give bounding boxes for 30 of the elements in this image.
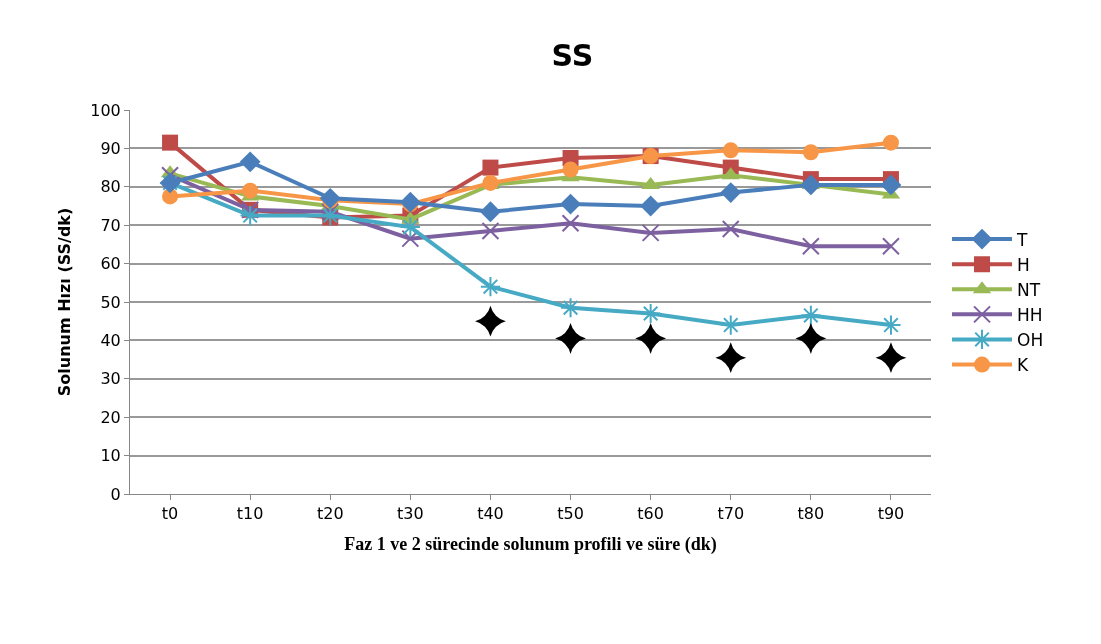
y-tick-label: 50 <box>100 292 121 312</box>
x-tick-label: t0 <box>161 504 179 524</box>
legend-label: OH <box>1017 330 1044 351</box>
y-axis-title: Solunum Hızı (SS/dk) <box>55 207 75 397</box>
legend-label: T <box>1016 229 1029 250</box>
x-tick-label: t10 <box>236 504 264 524</box>
x-axis-title: Faz 1 ve 2 sürecinde solunum profili ve süre (dk) <box>344 534 717 556</box>
y-tick-label: 60 <box>100 254 121 274</box>
x-tick-label: t40 <box>477 504 504 524</box>
legend-label: K <box>1017 355 1030 376</box>
x-tick-label: t30 <box>397 504 424 524</box>
y-tick-label: 40 <box>100 331 121 350</box>
y-tick-label: 10 <box>100 446 121 466</box>
y-tick-label: 30 <box>100 369 121 389</box>
x-tick-label: t80 <box>797 504 825 524</box>
x-tick-label: t70 <box>717 504 745 524</box>
y-tick-label: 90 <box>100 139 121 158</box>
legend-label: H <box>1017 254 1030 275</box>
chart-title: SS <box>551 38 594 74</box>
x-tick-label: t50 <box>557 504 584 524</box>
x-tick-label: t60 <box>637 504 664 524</box>
legend-label: NT <box>1017 279 1041 300</box>
y-tick-label: 20 <box>100 407 121 427</box>
x-tick-label: t90 <box>877 504 905 524</box>
legend-label: HH <box>1017 304 1043 325</box>
y-tick-label: 0 <box>110 484 121 504</box>
y-tick-label: 80 <box>100 177 121 197</box>
y-tick-label: 70 <box>100 215 121 235</box>
x-tick-label: t20 <box>316 504 344 524</box>
y-tick-label: 100 <box>90 100 121 120</box>
